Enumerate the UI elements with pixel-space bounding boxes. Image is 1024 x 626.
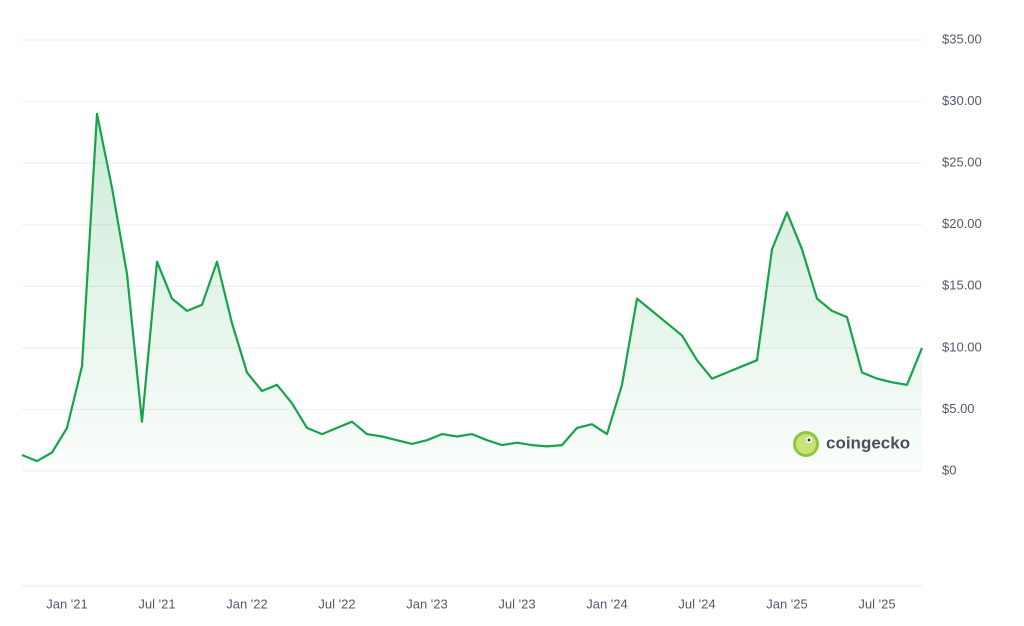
x-tick-label: Jul '23 [498, 596, 535, 611]
x-tick-label: Jul '22 [318, 596, 355, 611]
x-tick-label: Jan '24 [586, 596, 628, 611]
logo [793, 431, 819, 457]
y-tick-label: $25.00 [942, 155, 982, 170]
x-tick-label: Jan '21 [46, 596, 88, 611]
x-tick-label: Jul '21 [138, 596, 175, 611]
y-tick-label: $15.00 [942, 278, 982, 293]
x-tick-label: Jul '24 [678, 596, 715, 611]
x-tick-label: Jan '25 [766, 596, 808, 611]
watermark: coingecko [826, 433, 910, 452]
y-tick-label: $0 [942, 462, 956, 477]
price-line [21, 112, 924, 463]
x-tick-label: Jan '22 [226, 596, 268, 611]
y-tick-label: $30.00 [942, 93, 982, 108]
x-tick-label: Jan '23 [406, 596, 448, 611]
y-tick-label: $10.00 [942, 339, 982, 354]
area [22, 113, 922, 472]
y-tick-label: $35.00 [942, 31, 982, 46]
x-tick-label: Jul '25 [858, 596, 895, 611]
y-tick-label: $5.00 [942, 401, 975, 416]
y-tick-label: $20.00 [942, 216, 982, 231]
